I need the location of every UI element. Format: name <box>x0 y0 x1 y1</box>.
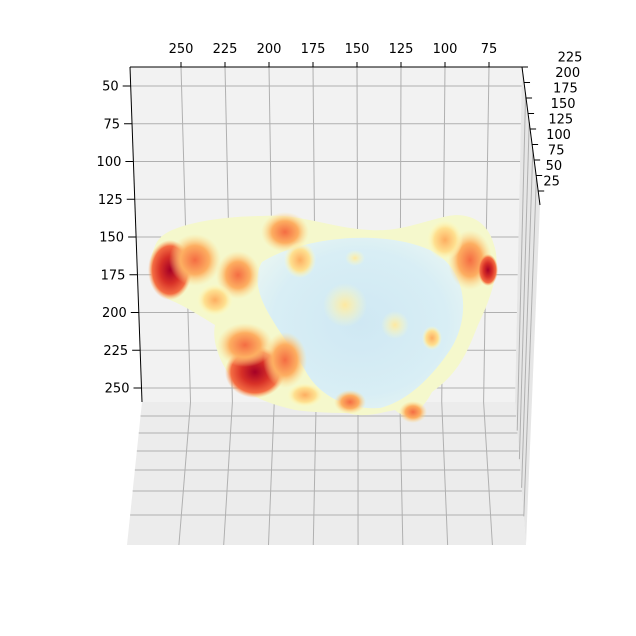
y-tick-label: 125 <box>98 193 123 208</box>
z-tick-label: 150 <box>551 97 576 112</box>
mild-spot <box>284 242 316 278</box>
z-tick-label: 200 <box>555 66 580 81</box>
y-tick-label: 200 <box>102 306 127 321</box>
x-tick-label: 250 <box>169 42 194 57</box>
y-tick-label: 100 <box>97 155 122 170</box>
x-tick-label: 225 <box>213 42 238 57</box>
warm-spot <box>169 234 221 286</box>
x-floor-gridline <box>267 401 275 546</box>
mild-spot <box>197 284 233 316</box>
warm-spot <box>216 251 260 299</box>
warm-spot <box>334 390 366 414</box>
y-tick-label: 50 <box>102 80 119 95</box>
side-gridline <box>516 94 527 431</box>
warm-spot <box>261 212 309 252</box>
x-floor-gridline <box>178 401 192 546</box>
warm-spot <box>217 323 273 367</box>
axis-ticks: 250 225 200 175 150 125 100 7550751001251501752… <box>97 42 583 397</box>
z-tick-label: 125 <box>548 113 573 128</box>
x-tick-label: 75 <box>481 42 498 57</box>
mild-spot <box>422 326 442 350</box>
warm-spot <box>399 401 427 423</box>
z-tick-label: 100 <box>546 128 571 143</box>
pale-spot <box>323 283 367 327</box>
warm-spot <box>263 332 307 388</box>
y-tick-label: 225 <box>103 344 128 359</box>
mild-spot <box>427 220 463 260</box>
y-tick-label: 75 <box>103 117 120 132</box>
y-axis-line <box>129 66 143 403</box>
y-tick-label: 250 <box>105 382 130 397</box>
x-tick-label: 175 <box>301 42 326 57</box>
z-tick-label: 25 <box>543 175 560 190</box>
surface-cool-region <box>257 237 464 409</box>
surface-plot <box>148 212 498 423</box>
x-tick-label: 150 <box>345 42 370 57</box>
x-tick-label: 200 <box>257 42 282 57</box>
x-floor-gridline <box>483 401 493 546</box>
y-tick-label: 150 <box>99 231 124 246</box>
y-tick-label: 175 <box>101 268 126 283</box>
x-tick-label: 125 <box>389 42 414 57</box>
z-tick-label: 225 <box>558 51 583 66</box>
axis-spines <box>129 66 541 403</box>
z-tick-label: 75 <box>548 144 565 159</box>
x-floor-gridline <box>223 401 233 546</box>
hot-spot <box>478 254 498 286</box>
z-axis-line <box>521 66 541 206</box>
x-floor-gridline <box>399 401 404 546</box>
pale-spot <box>345 250 365 266</box>
z-tick-label: 50 <box>546 159 563 174</box>
floor-pane <box>127 402 526 545</box>
pale-spot <box>381 311 409 339</box>
z-tick-label: 175 <box>553 82 578 97</box>
x-tick-label: 100 <box>433 42 458 57</box>
x-floor-gridline <box>312 401 317 546</box>
side-gridline <box>518 122 530 460</box>
x-floor-gridline <box>441 401 449 546</box>
side-gridline <box>523 177 537 517</box>
mild-spot <box>287 383 323 407</box>
side-gridline <box>521 149 534 488</box>
